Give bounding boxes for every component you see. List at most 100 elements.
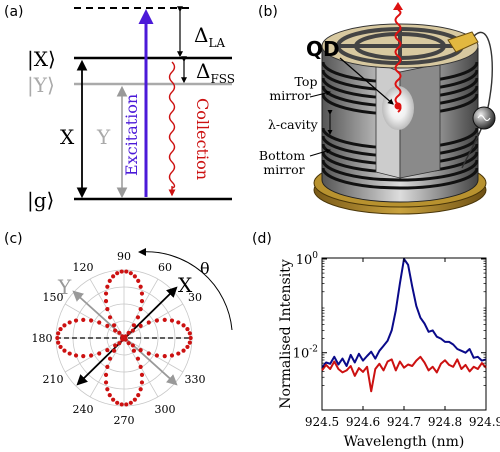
panel-a: (a) |X⟩ |Y⟩ |g⟩ ΔLA ΔFSS X Y Excitation … xyxy=(4,4,235,213)
polar-data-point xyxy=(131,323,137,328)
polar-data-point xyxy=(162,354,167,359)
polar-data-point xyxy=(154,353,160,358)
polar-data-point xyxy=(73,353,79,358)
polar-data-point xyxy=(132,274,137,279)
polar-data-point xyxy=(105,307,110,312)
polar-data-point xyxy=(130,343,135,348)
delta-la-label: ΔLA xyxy=(194,23,225,50)
polar-data-point xyxy=(81,317,86,322)
bottom-mirror-label-1: Bottom xyxy=(259,148,305,163)
panel-c-label: (c) xyxy=(4,231,23,247)
polar-data-point xyxy=(136,392,141,398)
polar-angle-label: 210 xyxy=(42,373,63,386)
polar-angle-label: 270 xyxy=(114,414,135,427)
x-tick-label: 924.6 xyxy=(346,415,380,429)
x-tick-label: 924.9 xyxy=(469,415,500,429)
x-polarization-label: X xyxy=(178,273,193,297)
polar-data-point xyxy=(88,353,94,358)
polar-angle-labels: 90 60 30 330 300 270 240 210 180 150 120 xyxy=(32,250,206,427)
polar-data-point xyxy=(187,331,192,336)
polar-data-point xyxy=(105,284,110,289)
panel-d-label: (d) xyxy=(252,231,272,247)
polar-data-point xyxy=(105,348,110,353)
panel-d: (d) 924.5 924.6 924.7 924.8 924.9 100 10-2 Wave… xyxy=(252,231,500,450)
polar-data-point xyxy=(67,351,72,356)
polar-data-point xyxy=(67,320,72,325)
polar-data-point xyxy=(135,356,141,361)
polar-data-point xyxy=(58,326,63,332)
polar-data-point xyxy=(107,278,112,284)
polar-angle-label: 90 xyxy=(117,250,131,263)
polar-data-point xyxy=(139,380,145,385)
collection-label: Collection xyxy=(193,98,212,180)
delta-fss-label: ΔFSS xyxy=(196,59,235,86)
polar-data-point xyxy=(103,291,109,296)
polar-angle-label: 150 xyxy=(42,291,63,304)
polar-data-point xyxy=(58,344,63,350)
panel-a-label: (a) xyxy=(4,4,24,20)
polar-data-point xyxy=(128,271,133,276)
polar-data-point xyxy=(105,387,110,392)
polar-data-point xyxy=(115,400,120,405)
polar-angle-label: 180 xyxy=(32,332,53,345)
polar-data-point xyxy=(146,351,151,356)
cavity-label: λ-cavity xyxy=(268,117,319,132)
polar-data-point xyxy=(56,340,61,345)
polar-data-point xyxy=(105,323,110,328)
polar-data-point xyxy=(130,328,135,333)
polar-data-point xyxy=(73,318,79,323)
polar-data-point xyxy=(107,356,113,361)
polar-data-point xyxy=(120,337,125,342)
polar-data-point xyxy=(169,353,175,358)
polar-data-point xyxy=(124,402,129,407)
polar-angle-label: 120 xyxy=(73,261,94,274)
x-tick-label: 924.8 xyxy=(428,415,462,429)
polar-data-point xyxy=(146,320,151,325)
polar-angle-label: 60 xyxy=(158,261,172,274)
polar-data-point xyxy=(103,299,109,304)
series-line xyxy=(321,258,487,369)
y-transition-label: Y xyxy=(96,125,111,149)
polar-data-point xyxy=(176,351,181,356)
spectrum-chart: 924.5 924.6 924.7 924.8 924.9 100 10-2 Waveleng… xyxy=(278,251,500,450)
polar-data-point xyxy=(135,315,141,320)
polar-angle-label: 300 xyxy=(155,403,176,416)
micropillar-illustration xyxy=(313,2,496,215)
polar-data-point xyxy=(103,380,109,385)
x-level-label: |X⟩ xyxy=(27,47,56,72)
y-tick-label: 100 xyxy=(296,251,319,268)
qd-pointer xyxy=(339,57,394,105)
polar-data-point xyxy=(55,335,60,341)
polar-angle-label: 330 xyxy=(185,373,206,386)
polar-data-point xyxy=(111,348,117,353)
polar-data-point xyxy=(138,348,143,353)
bottom-mirror-pointer xyxy=(309,148,331,157)
polar-data-point xyxy=(124,269,129,274)
polar-data-point xyxy=(107,392,112,398)
polar-data-point xyxy=(123,334,128,339)
polar-data-point xyxy=(181,348,186,353)
polar-data-point xyxy=(136,278,141,284)
polar-data-point xyxy=(97,320,102,325)
plot-frame xyxy=(321,257,487,411)
theta-arrowhead xyxy=(138,248,146,256)
panel-b-label: (b) xyxy=(258,4,278,20)
polar-data-point xyxy=(138,284,143,289)
x-axis-label: Wavelength (nm) xyxy=(344,434,465,450)
polar-data-point xyxy=(176,320,181,325)
polar-data-point xyxy=(62,348,67,353)
polar-data-point xyxy=(139,299,145,304)
polar-data-point xyxy=(120,334,125,339)
polar-data-point xyxy=(185,326,190,332)
polar-data-point xyxy=(162,317,167,322)
polar-data-point xyxy=(139,291,145,296)
polar-data-point xyxy=(187,340,192,345)
top-mirror-pointer xyxy=(309,90,331,98)
polar-data-point xyxy=(138,364,143,369)
polar-data-point xyxy=(111,397,116,402)
x-tick-label: 924.5 xyxy=(305,415,339,429)
excitation-label: Excitation xyxy=(122,94,141,176)
g-level-label: |g⟩ xyxy=(27,188,54,213)
polar-data-points xyxy=(55,269,193,407)
polar-data-point xyxy=(115,271,120,276)
